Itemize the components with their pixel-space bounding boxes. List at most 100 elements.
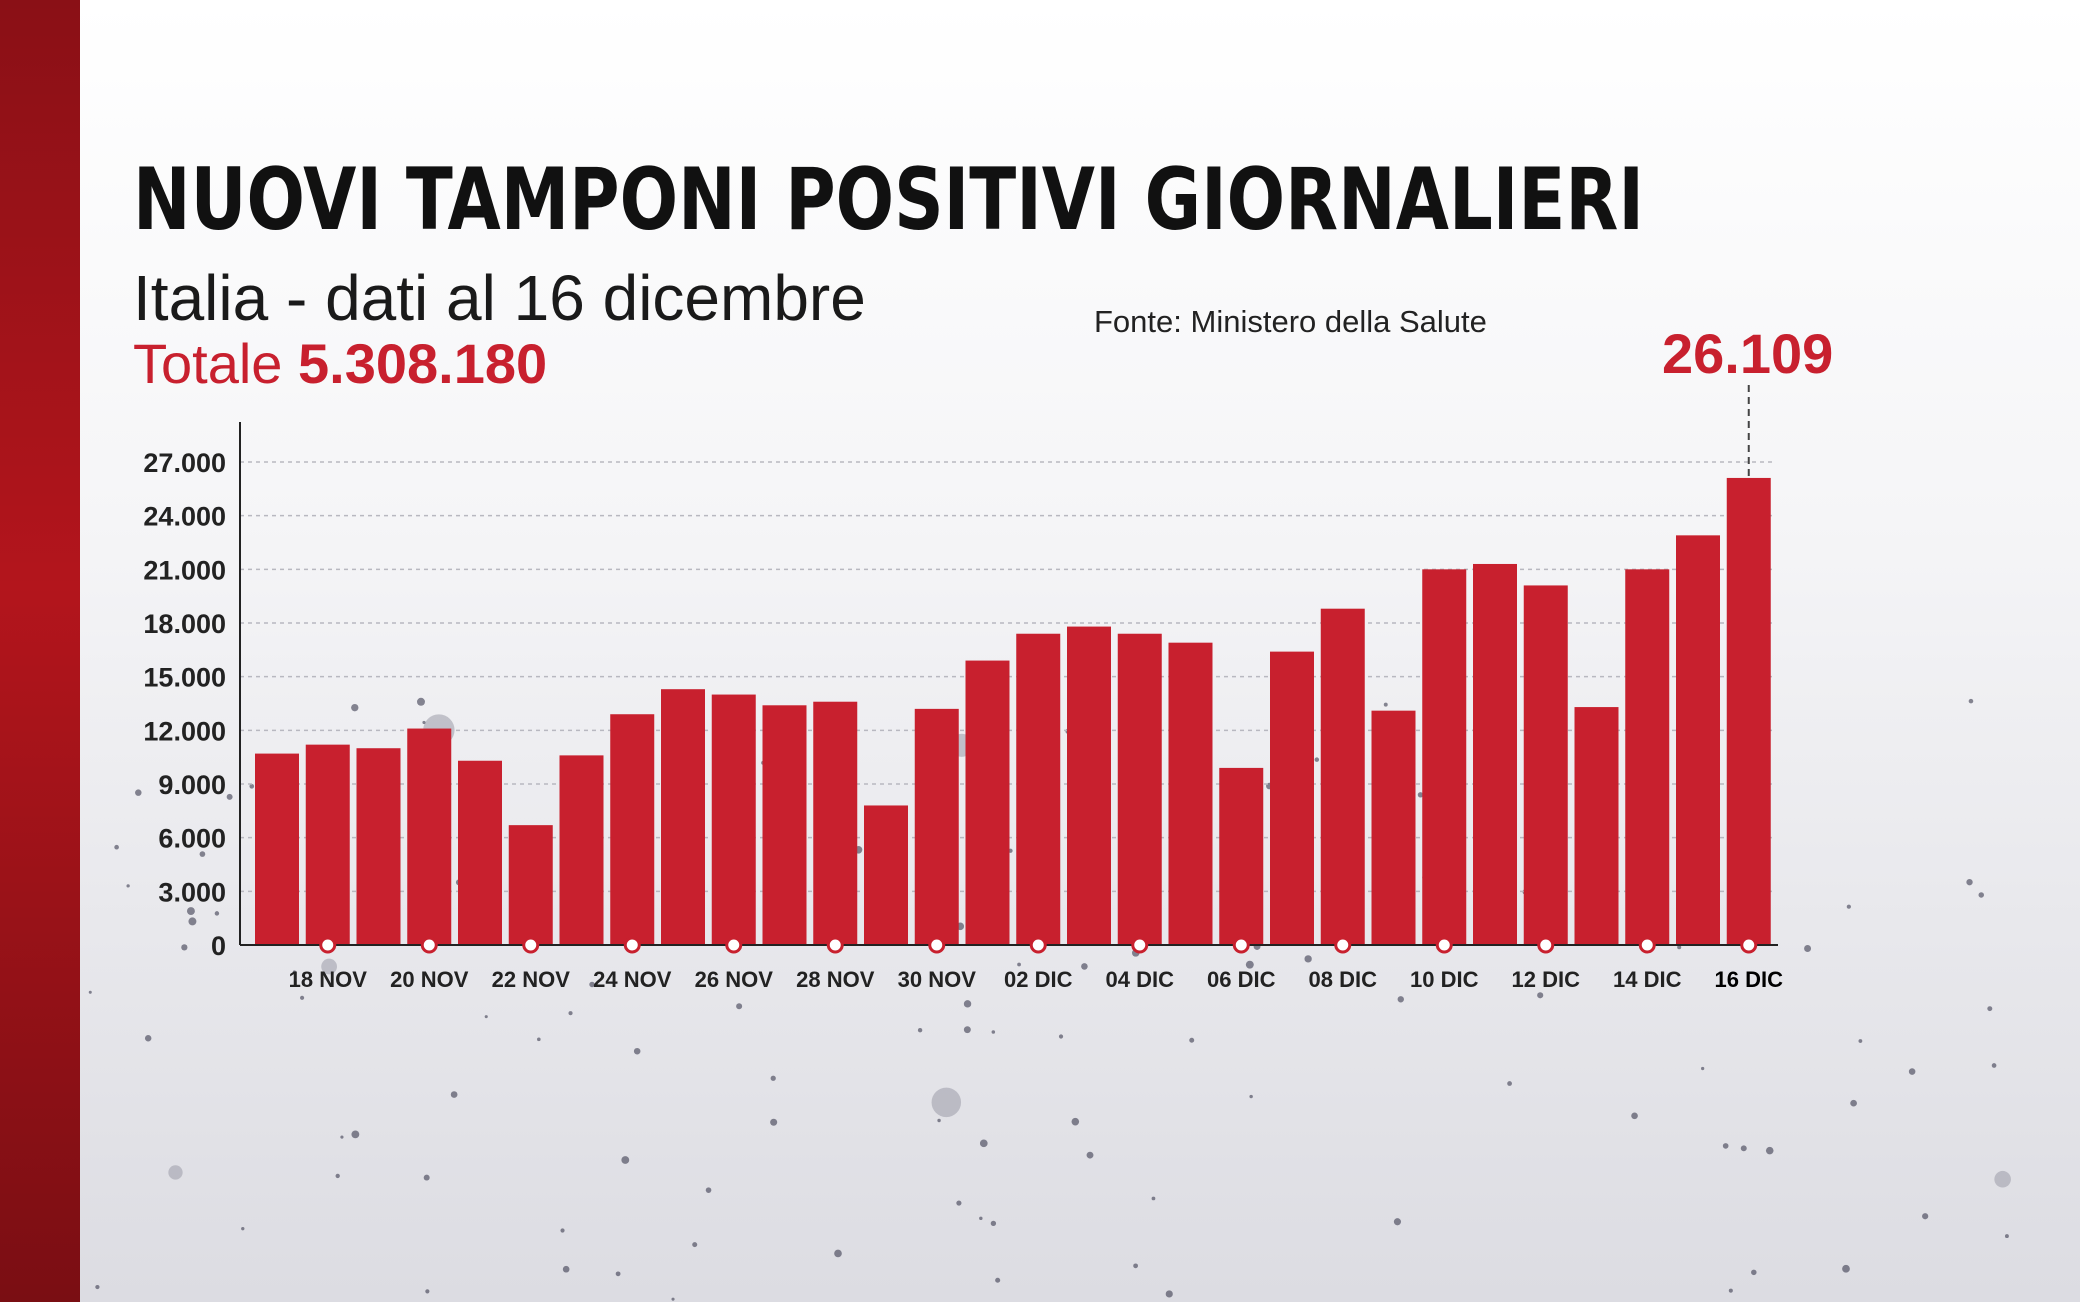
bar-17-nov [255,753,299,945]
bar-06-dic [1219,767,1264,945]
source-note: Fonte: Ministero della Salute [1094,304,1487,339]
y-tick-label: 24.000 [143,502,226,532]
decor-dot [88,990,92,994]
decor-dot [1249,1094,1253,1099]
y-tick-label: 3.000 [158,877,226,907]
x-tick-label: 26 NOV [695,967,774,992]
decor-dot [1978,892,1984,898]
y-tick-label: 9.000 [158,770,226,800]
decor-dot [1017,962,1021,967]
bar-23-nov [559,755,604,945]
decor-dot [1846,904,1851,909]
x-tick-label: 10 DIC [1410,967,1479,992]
decor-dot [300,995,305,1000]
total-line: Totale 5.308.180 [133,332,547,396]
decor-dot [1417,792,1424,798]
decor-dot [671,1297,675,1301]
x-tick-markers [319,936,1758,954]
x-tick-label: 28 NOV [796,967,875,992]
x-tick-label: 02 DIC [1004,967,1073,992]
decor-dot [340,1135,344,1139]
bar-21-nov [458,760,502,945]
decor-dot [321,958,338,975]
decor-dot [1677,945,1682,950]
decor-dot [241,1226,245,1231]
decor-dot [560,1228,565,1233]
decor-dot [979,1216,983,1221]
bar-01-dic [965,660,1010,945]
decor-dot [2004,1234,2009,1239]
x-tick-label: 06 DIC [1207,967,1276,992]
decor-dot [450,1091,458,1098]
decor-dot [931,1087,962,1118]
x-tick-label: 14 DIC [1613,967,1682,992]
decor-dot [351,1130,360,1139]
bar-02-dic [1016,633,1061,945]
x-tick-marker [826,936,844,954]
bar-14-dic [1625,569,1670,945]
bar-08-dic [1320,608,1365,945]
bar-12-dic [1523,585,1568,945]
decor-dot [917,1027,923,1033]
bar-20-nov [407,728,452,945]
decor-dot [963,1026,971,1034]
x-tick-label: 04 DIC [1106,967,1175,992]
bar-16-dic [1726,477,1771,945]
chart-title: NUOVI TAMPONI POSITIVI GIORNALIERI [133,150,1644,250]
x-tick-marker [1131,936,1149,954]
x-tick-labels: 18 NOV 20 NOV 22 NOV 24 NOV 26 NOV 28 NOV 30 N… [289,967,1783,992]
decor-dot [834,1249,842,1258]
decor-dot [995,1277,1001,1283]
decor-dot [990,1220,997,1227]
decor-dot [1804,945,1812,952]
decor-dot [1071,1117,1080,1126]
decor-dot [1393,1218,1402,1226]
decor-dot [214,911,220,916]
decor-dot [422,720,426,724]
decor-dot [1850,1099,1857,1107]
decor-dot [633,1047,641,1055]
decor-dot [956,1200,962,1206]
x-tick-marker [1740,936,1758,954]
decor-dot [1245,960,1254,969]
decor-dot [144,1035,152,1042]
decor-dot [1858,1039,1863,1043]
x-tick-marker [1232,936,1250,954]
decor-dot [1397,996,1404,1003]
decor-dot [1922,1213,1929,1220]
decor-dot [615,1271,621,1277]
decor-dot [425,1289,430,1294]
x-tick-label: 08 DIC [1309,967,1378,992]
decor-dot [537,1037,541,1042]
x-tick-label: 24 NOV [593,967,672,992]
bar-09-dic [1371,710,1416,945]
decor-dot [770,1118,778,1126]
decor-dot [1081,963,1088,970]
bar-27-nov [762,705,807,945]
decor-dot [979,1139,988,1148]
decor-dot [1728,1288,1733,1293]
axes [239,422,1778,946]
decor-dot [1631,1112,1638,1120]
decor-dot [1765,1146,1774,1155]
y-tick-label: 0 [211,931,226,961]
bar-19-nov [356,748,401,945]
bar-11-dic [1473,563,1517,945]
decor-dot [1751,1269,1757,1276]
bar-22-nov [508,825,553,945]
bar-18-nov [305,744,350,945]
x-tick-label: 12 DIC [1512,967,1581,992]
x-tick-label: 30 NOV [898,967,977,992]
x-tick-marker [522,936,540,954]
decor-dot [1314,757,1320,762]
x-tick-marker [420,936,438,954]
y-tick-label: 15.000 [143,663,226,693]
x-tick-marker [1537,936,1555,954]
bar-05-dic [1168,642,1213,945]
decor-dot [1740,1145,1747,1152]
x-tick-marker [1435,936,1453,954]
decor-dot [937,1118,941,1123]
bar-28-nov [813,701,858,945]
x-tick-marker [1638,936,1656,954]
decor-dot [199,851,206,857]
